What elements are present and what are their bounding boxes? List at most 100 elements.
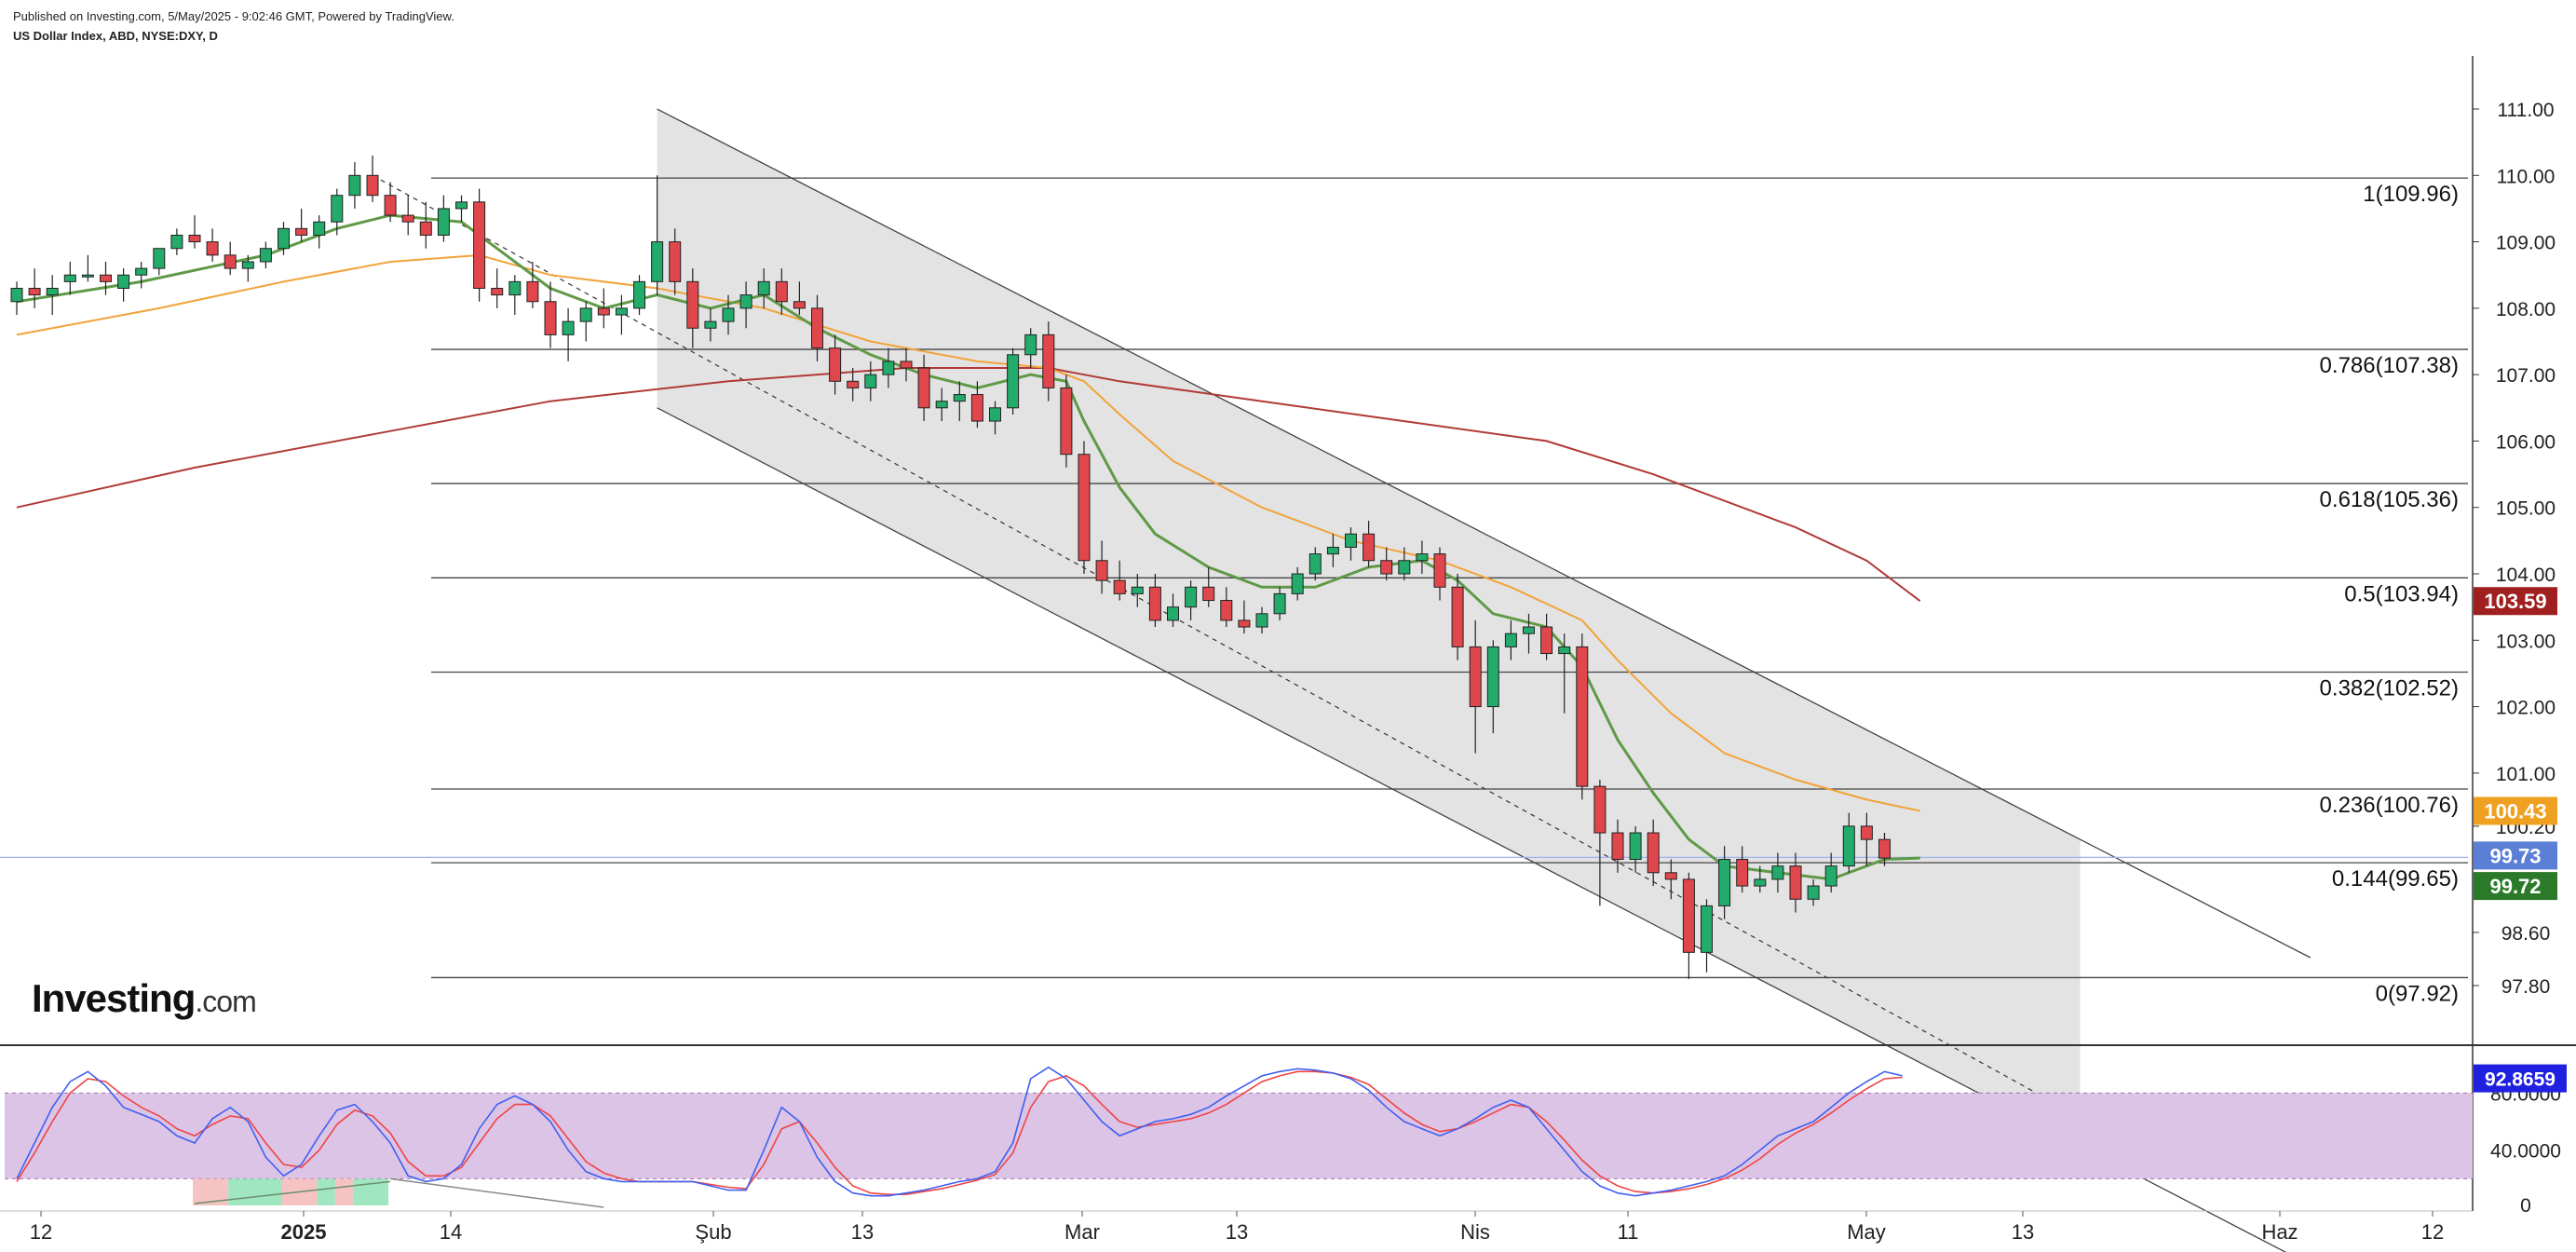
candle[interactable] xyxy=(1131,574,1144,607)
candle-body[interactable] xyxy=(419,221,432,236)
candle-body[interactable] xyxy=(1363,533,1376,562)
stoch-value-badge[interactable]: 92.8659 xyxy=(2474,1064,2567,1093)
candle-body[interactable] xyxy=(1308,553,1322,575)
candle[interactable] xyxy=(811,294,823,361)
candle[interactable] xyxy=(953,381,966,422)
candles[interactable] xyxy=(10,155,1891,979)
candle[interactable] xyxy=(1202,566,1215,607)
candle-body[interactable] xyxy=(1078,454,1091,562)
candle[interactable] xyxy=(153,248,166,276)
candle[interactable] xyxy=(1664,859,1677,900)
candle-body[interactable] xyxy=(526,280,539,303)
candle[interactable] xyxy=(170,228,183,255)
candle[interactable] xyxy=(562,307,575,361)
candle[interactable] xyxy=(348,162,361,209)
candle[interactable] xyxy=(1220,587,1233,628)
candle[interactable] xyxy=(1185,580,1198,620)
candle[interactable] xyxy=(864,361,877,401)
candle-body[interactable] xyxy=(331,195,344,223)
candle[interactable] xyxy=(829,334,842,395)
candle-body[interactable] xyxy=(579,307,592,322)
candle[interactable] xyxy=(295,208,308,242)
candle-body[interactable] xyxy=(153,248,166,269)
candle[interactable] xyxy=(1398,547,1411,581)
candle-body[interactable] xyxy=(1558,646,1571,655)
candle-body[interactable] xyxy=(188,234,201,243)
candle-body[interactable] xyxy=(473,201,486,289)
candle[interactable] xyxy=(1807,878,1820,906)
candle-body[interactable] xyxy=(1789,865,1802,900)
candle[interactable] xyxy=(1593,779,1607,906)
candle-body[interactable] xyxy=(669,241,682,282)
time-axis[interactable]: 12 2025 14 Şub 13 Mar 13 Nis 11 May 13 Haz 12 xyxy=(30,1211,2444,1244)
candle[interactable] xyxy=(900,347,913,382)
candle-body[interactable] xyxy=(1611,832,1624,861)
candle[interactable] xyxy=(1148,574,1161,628)
last-price-badge[interactable]: 99.73 xyxy=(2474,841,2557,870)
candle-body[interactable] xyxy=(757,280,770,296)
candle-body[interactable] xyxy=(81,274,94,278)
candle[interactable] xyxy=(1326,534,1339,567)
candle[interactable] xyxy=(117,268,130,302)
last-price-badge[interactable]: 99.72 xyxy=(2474,872,2557,901)
candle-body[interactable] xyxy=(1540,626,1553,655)
candle[interactable] xyxy=(847,368,860,401)
candle-body[interactable] xyxy=(1024,333,1037,356)
candle-body[interactable] xyxy=(1060,387,1073,456)
candle-body[interactable] xyxy=(1736,859,1749,887)
candle[interactable] xyxy=(1736,846,1749,893)
candle[interactable] xyxy=(757,268,770,308)
candle[interactable] xyxy=(1718,846,1731,919)
candle[interactable] xyxy=(1060,374,1073,468)
candle-body[interactable] xyxy=(1131,586,1144,594)
candle[interactable] xyxy=(1024,328,1037,369)
candle-body[interactable] xyxy=(366,174,379,197)
candle[interactable] xyxy=(526,261,539,308)
candle-body[interactable] xyxy=(1238,619,1251,628)
candle[interactable] xyxy=(1860,812,1873,866)
candle[interactable] xyxy=(579,301,592,342)
candle-body[interactable] xyxy=(508,280,522,296)
candle[interactable] xyxy=(206,228,219,262)
candle-body[interactable] xyxy=(278,227,290,250)
candle-body[interactable] xyxy=(811,307,823,349)
candle[interactable] xyxy=(793,281,806,316)
candle-body[interactable] xyxy=(1878,838,1891,859)
candle-body[interactable] xyxy=(900,361,913,369)
candle-body[interactable] xyxy=(1185,586,1198,608)
candle-body[interactable] xyxy=(1701,905,1713,953)
candle-body[interactable] xyxy=(1326,547,1339,555)
candle-body[interactable] xyxy=(1486,646,1499,708)
candle-body[interactable] xyxy=(597,307,610,316)
candle[interactable] xyxy=(1682,872,1695,979)
candle[interactable] xyxy=(704,307,717,342)
candle-body[interactable] xyxy=(224,254,237,269)
candle-body[interactable] xyxy=(401,214,414,223)
candle[interactable] xyxy=(1629,825,1642,873)
candle[interactable] xyxy=(1701,899,1713,973)
candle-body[interactable] xyxy=(1113,579,1126,594)
candle-body[interactable] xyxy=(544,301,557,335)
candle-body[interactable] xyxy=(1255,613,1268,628)
candle[interactable] xyxy=(1878,833,1891,866)
candle[interactable] xyxy=(278,222,290,255)
candle[interactable] xyxy=(739,281,752,329)
candle-body[interactable] xyxy=(847,380,860,388)
candle-body[interactable] xyxy=(1576,646,1589,787)
candle[interactable] xyxy=(259,241,272,269)
candle[interactable] xyxy=(1842,812,1855,873)
candle-body[interactable] xyxy=(491,287,504,296)
candle-body[interactable] xyxy=(1824,865,1837,887)
candle-body[interactable] xyxy=(10,287,23,303)
candle-body[interactable] xyxy=(437,208,450,236)
last-price-badge[interactable]: 100.43 xyxy=(2474,796,2557,825)
candle[interactable] xyxy=(1380,547,1393,581)
candle[interactable] xyxy=(1576,633,1589,800)
candle-body[interactable] xyxy=(100,274,112,282)
candle-body[interactable] xyxy=(970,394,983,422)
candle-body[interactable] xyxy=(1523,626,1535,634)
candle[interactable] xyxy=(1647,819,1660,887)
candle-body[interactable] xyxy=(1504,633,1517,647)
candle-body[interactable] xyxy=(989,407,1001,422)
candle-body[interactable] xyxy=(1148,586,1161,621)
